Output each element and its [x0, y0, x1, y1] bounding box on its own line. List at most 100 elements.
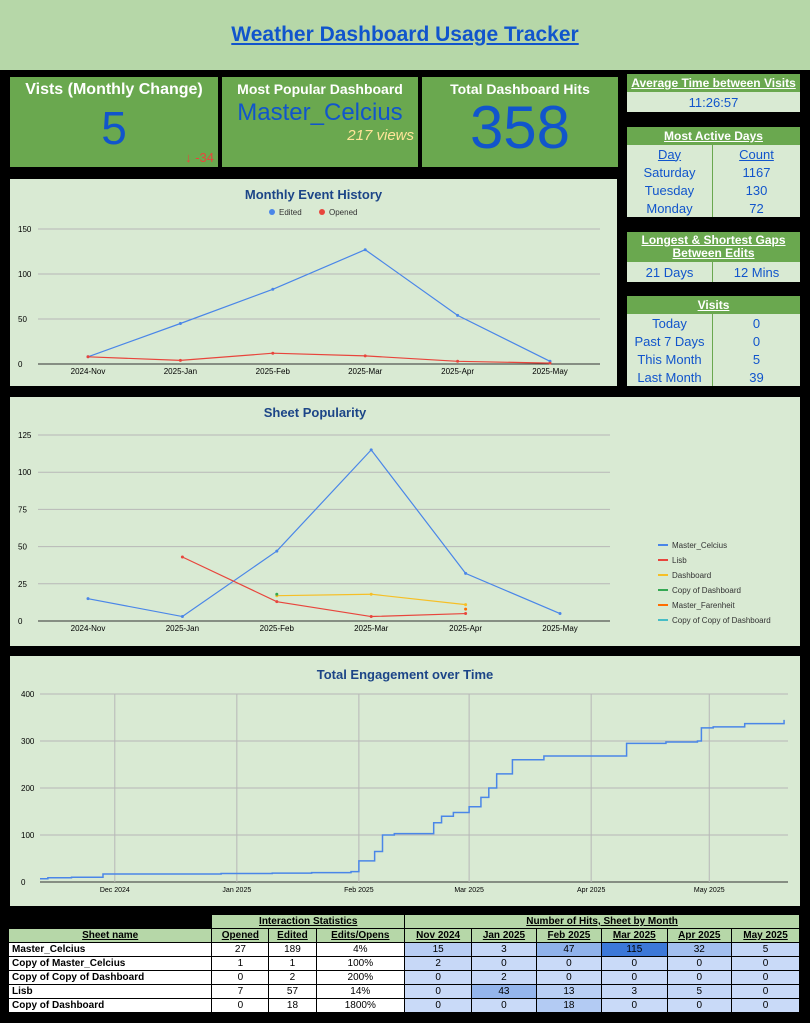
monthly-event-chart: Monthly Event History 0 50 100 150 2024-Nov 20…	[10, 179, 617, 386]
table-cell: 2	[404, 956, 473, 971]
x-tick-label: 2025-Mar	[348, 367, 383, 376]
monthly-event-chart-svg: Monthly Event History 0 50 100 150 2024-Nov 20…	[18, 187, 600, 376]
table-cell: 0	[211, 970, 270, 985]
table-cell: 18	[268, 998, 317, 1013]
visits-kpi-value: 5	[101, 102, 127, 154]
legend-marker	[269, 209, 275, 215]
y-tick-label: 100	[21, 831, 35, 840]
table-row-name: Copy of Master_Celcius	[7, 956, 213, 971]
table-cell: 3	[471, 942, 537, 957]
x-tick-label: 2025-Jan	[164, 367, 197, 376]
table-cell: 0	[404, 998, 473, 1013]
table-cell: 0	[404, 970, 473, 985]
data-point	[271, 351, 275, 355]
visits-value: 0	[713, 314, 800, 332]
y-tick-label: 0	[18, 617, 23, 626]
x-tick-label: Mar 2025	[454, 887, 484, 894]
data-point	[86, 355, 90, 359]
legend-label: Copy of Dashboard	[672, 586, 741, 595]
table-header-cell: Nov 2024	[404, 928, 473, 943]
data-point	[363, 248, 367, 252]
visits-kpi-card: Vists (Monthly Change) 5 ↓ -34	[10, 77, 218, 167]
active-day-value: 130	[713, 181, 800, 199]
table-corner-cell	[7, 914, 213, 929]
data-point	[275, 600, 279, 604]
table-cell: 189	[268, 942, 317, 957]
table-row: Copy of Dashboard 0 18 1800% 0 0 18 0 0 0	[7, 998, 800, 1013]
data-point	[178, 358, 182, 362]
chart-title: Total Engagement over Time	[317, 667, 494, 682]
x-tick-label: Feb 2025	[344, 887, 374, 894]
table-cell: 1	[211, 956, 270, 971]
popular-kpi-card: Most Popular Dashboard Master_Celcius 21…	[222, 77, 418, 167]
x-tick-label: 2025-Mar	[354, 624, 389, 633]
series-line	[182, 556, 466, 618]
active-days-header: Day Count	[627, 145, 800, 163]
active-day-label: Monday	[627, 199, 713, 217]
data-point	[275, 549, 279, 553]
x-tick-label: 2024-Nov	[71, 624, 106, 633]
table-cell: 3	[601, 984, 668, 999]
table-cell: 0	[535, 970, 603, 985]
table-cell: 100%	[315, 956, 406, 971]
table-body: Master_Celcius 27 189 4% 15 3 47 115 32 5 Copy of …	[7, 942, 800, 1013]
table-cell: 32	[666, 942, 733, 957]
x-tick-label: 2025-Feb	[260, 624, 295, 633]
table-row-name: Copy of Dashboard	[7, 998, 213, 1013]
visits-label: Today	[627, 314, 713, 332]
visits-row: Past 7 Days 0	[627, 332, 800, 350]
table-cell: 13	[535, 984, 603, 999]
visits-label: Last Month	[627, 368, 713, 386]
data-point	[548, 361, 552, 365]
visits-change: ↓ -34	[185, 150, 214, 165]
table-cell: 1800%	[315, 998, 406, 1013]
legend-label: Master_Celcius	[672, 541, 727, 550]
x-tick-label: 2025-Apr	[441, 367, 474, 376]
interaction-stats-group: Interaction Statistics	[211, 914, 406, 929]
y-tick-label: 50	[18, 543, 27, 552]
table-cell: 57	[268, 984, 317, 999]
y-tick-label: 100	[18, 270, 32, 279]
table-header-cell: Opened	[211, 928, 270, 943]
x-tick-label: 2025-Feb	[256, 367, 291, 376]
table-cell: 47	[535, 942, 603, 957]
table-header-cell: Jan 2025	[471, 928, 537, 943]
gaps-panel: Longest & Shortest Gaps Between Edits 21…	[627, 232, 800, 282]
table-cell: 0	[666, 970, 733, 985]
table-cell: 5	[666, 984, 733, 999]
y-tick-label: 300	[21, 737, 35, 746]
table-cell: 0	[601, 956, 668, 971]
data-point	[464, 571, 468, 575]
avg-time-value: 11:26:57	[627, 92, 800, 112]
legend-label: Copy of Copy of Dashboard	[672, 616, 771, 625]
active-day-row: Tuesday 130	[627, 181, 800, 199]
x-tick-label: 2024-Nov	[71, 367, 106, 376]
table-cell: 0	[471, 998, 537, 1013]
header-banner: Weather Dashboard Usage Tracker	[0, 0, 810, 70]
table-row: Lisb 7 57 14% 0 43 13 3 5 0	[7, 984, 800, 999]
table-cell: 115	[601, 942, 668, 957]
series-line	[276, 593, 466, 606]
total-engagement-chart-svg: Total Engagement over Time 0 100 200 300 400 D…	[21, 667, 788, 894]
table-header-cell: Apr 2025	[666, 928, 733, 943]
table-cell: 0	[535, 956, 603, 971]
table-cell: 43	[471, 984, 537, 999]
active-day-label: Saturday	[627, 163, 713, 181]
legend-label: Master_Farenheit	[672, 601, 735, 610]
x-tick-label: 2025-Jan	[166, 624, 199, 633]
chart-title: Monthly Event History	[245, 187, 383, 202]
table-cell: 0	[731, 984, 800, 999]
hits-kpi-value: 358	[469, 94, 571, 161]
y-tick-label: 100	[18, 468, 32, 477]
visits-rows: Today 0 Past 7 Days 0 This Month 5 Last Month 3…	[627, 314, 800, 386]
visits-label: Past 7 Days	[627, 332, 713, 350]
legend-label: Opened	[329, 208, 357, 217]
gaps-values: 21 Days 12 Mins	[627, 262, 800, 282]
table-cell: 200%	[315, 970, 406, 985]
data-point	[558, 612, 562, 616]
popular-kpi-label: Most Popular Dashboard	[237, 81, 403, 97]
table-cell: 0	[601, 970, 668, 985]
legend-label: Dashboard	[672, 571, 711, 580]
y-tick-label: 25	[18, 580, 27, 589]
visits-panel: Visits Today 0 Past 7 Days 0 This Month 5 Last…	[627, 296, 800, 386]
